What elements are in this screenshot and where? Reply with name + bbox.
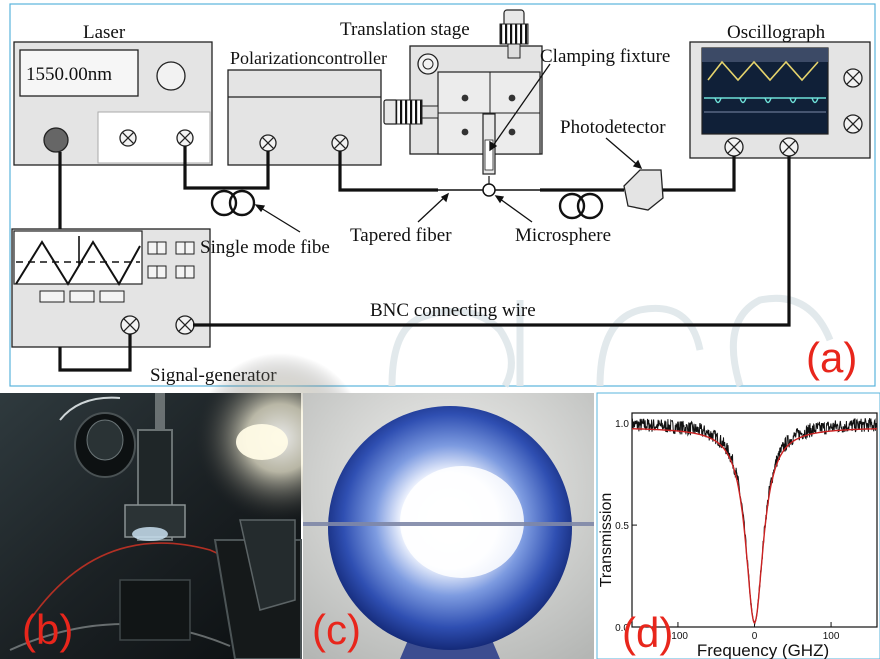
signal-generator-connector-1 xyxy=(120,315,140,335)
x-tick-label: 100 xyxy=(823,631,840,642)
laser-connector-2 xyxy=(176,129,194,147)
fiber-coil-icon xyxy=(210,189,256,217)
laser-display xyxy=(19,49,139,97)
polarization-controller xyxy=(227,69,382,166)
laser-connector-1 xyxy=(119,129,137,147)
panel-d-label: (d) xyxy=(622,609,673,656)
oscillograph-knob-2 xyxy=(843,114,863,134)
bnc-connecting-wire xyxy=(193,156,791,327)
laser xyxy=(13,41,213,166)
photodetector xyxy=(623,169,664,211)
generator-loop-wire xyxy=(58,334,132,372)
setup-diagram: Laser 1550.00nm Polarizationcontroller T… xyxy=(9,3,876,388)
translation-stage xyxy=(383,9,543,175)
transmission-chart: -100 0 100 0.0 0.5 1.0 Transmission Frequency… xyxy=(596,392,880,659)
laser-label: Laser xyxy=(83,22,126,43)
x-axis-label: Frequency (GHZ) xyxy=(697,641,829,659)
oscillograph-label: Oscillograph xyxy=(727,22,826,43)
annotation-arrows xyxy=(254,63,643,233)
photodetector-label: Photodetector xyxy=(560,117,666,138)
translation-stage-label: Translation stage xyxy=(340,19,470,40)
fiber-coil-2-icon xyxy=(558,192,604,220)
watermark xyxy=(388,294,834,388)
laser-wavelength-readout: 1550.00nm xyxy=(26,64,112,85)
microsphere-photo: (c) xyxy=(303,393,594,659)
laser-knob xyxy=(156,61,186,91)
bnc-wire-label: BNC connecting wire xyxy=(370,300,536,321)
x-tick-label: -100 xyxy=(668,631,688,642)
micrometer-top-icon xyxy=(499,9,529,59)
x-tick-label: 0 xyxy=(752,631,758,642)
single-mode-fiber-label: Single mode fibe xyxy=(200,237,330,258)
laser-output-port xyxy=(43,127,69,153)
y-tick-label: 1.0 xyxy=(615,419,629,430)
panel-b-label: (b) xyxy=(22,606,73,653)
panel-a-label: (a) xyxy=(806,334,857,381)
polarization-output-fiber xyxy=(338,151,438,192)
signal-generator-connector-2 xyxy=(175,315,195,335)
oscillograph-knob-1 xyxy=(843,68,863,88)
y-tick-label: 0.0 xyxy=(615,623,629,634)
microsphere xyxy=(482,183,496,197)
stage-screw xyxy=(417,53,439,75)
lorentzian-fit-line xyxy=(632,428,877,625)
microsphere-label: Microsphere xyxy=(515,225,611,246)
tapered-fiber-label: Tapered fiber xyxy=(350,225,452,246)
oscillograph xyxy=(689,41,871,159)
y-tick-label: 0.5 xyxy=(615,521,629,532)
detector-to-oscillograph-wire xyxy=(663,156,736,192)
micrometer-side-icon xyxy=(383,99,439,125)
polarization-connector-2 xyxy=(331,134,349,152)
oscillograph-connector-1 xyxy=(724,137,744,157)
polarization-label: Polarizationcontroller xyxy=(230,48,387,68)
signal-generator-screen xyxy=(13,230,143,285)
laser-to-polarization-fiber xyxy=(183,146,270,190)
signal-generator xyxy=(11,228,211,348)
polarization-body xyxy=(227,69,382,166)
polarization-connector-1 xyxy=(259,134,277,152)
chart-panel-frame xyxy=(596,392,880,659)
oscillograph-connector-2 xyxy=(779,137,799,157)
y-axis-label: Transmission xyxy=(598,493,615,588)
panel-c-label: (c) xyxy=(312,606,361,653)
clamping-fixture-label: Clamping fixture xyxy=(540,46,670,67)
